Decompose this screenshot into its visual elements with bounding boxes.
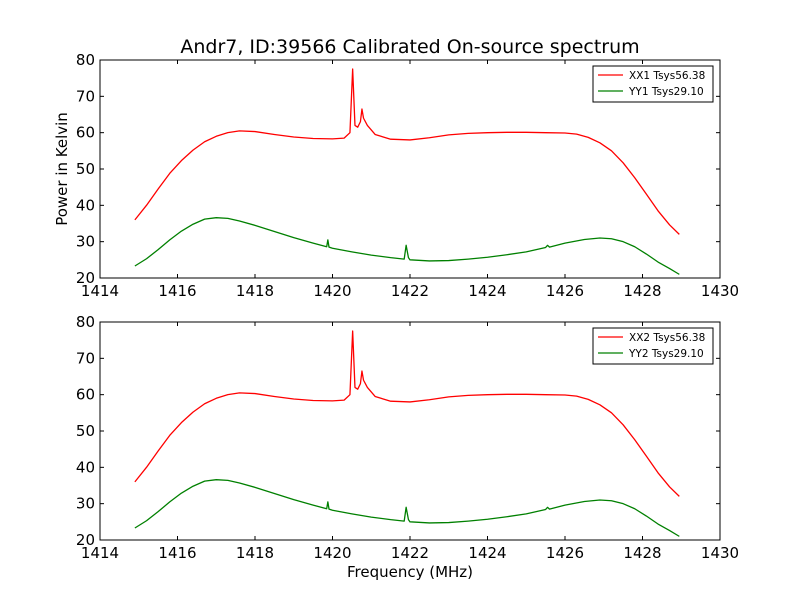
x-tick-label: 1414 [81,282,119,300]
x-tick-label: 1424 [468,544,506,562]
legend-box [592,327,714,365]
y-tick-label: 80 [76,313,95,331]
y-tick-label: 50 [76,422,95,440]
y-tick-label: 80 [76,51,95,69]
x-tick-label: 1420 [313,282,351,300]
x-tick-label: 1420 [313,544,351,562]
legend-entry: YY2 Tsys29.10 [628,348,704,360]
series-line-1-0 [134,330,680,497]
series-line-0-0 [134,68,680,235]
legend: XX2 Tsys56.38 YY2 Tsys29.10 [592,327,714,365]
legend-box [592,65,714,103]
x-tick-label: 1426 [546,282,584,300]
x-tick-label: 1430 [701,544,739,562]
x-tick-label: 1424 [468,282,506,300]
x-axis-label: Frequency (MHz) [347,563,473,581]
figure-title: Andr7, ID:39566 Calibrated On-source spe… [180,36,639,58]
y-tick-label: 20 [76,531,95,549]
legend-entry: XX1 Tsys56.38 [629,70,705,82]
y-tick-label: 70 [76,87,95,105]
x-tick-label: 1426 [546,544,584,562]
y-tick-label: 40 [76,196,95,214]
x-tick-label: 1414 [81,544,119,562]
series-line-1-1 [134,479,680,537]
y-tick-label: 50 [76,160,95,178]
y-axis-label: Power in Kelvin [53,112,71,226]
y-tick-label: 60 [76,386,95,404]
legend-entry: XX2 Tsys56.38 [629,332,705,344]
x-tick-label: 1422 [391,282,429,300]
legend-entry: YY1 Tsys29.10 [628,86,704,98]
top-spectrum-panel: 1414 1416 1418 1420 1422 1424 1426 1428 1430 20 30… [76,51,739,300]
x-tick-label: 1430 [701,282,739,300]
x-tick-label: 1418 [236,282,274,300]
x-tick-label: 1422 [391,544,429,562]
y-tick-label: 40 [76,458,95,476]
x-tick-label: 1416 [158,544,196,562]
series-line-0-1 [134,217,680,275]
y-tick-label: 60 [76,124,95,142]
legend: XX1 Tsys56.38 YY1 Tsys29.10 [592,65,714,103]
y-tick-label: 70 [76,349,95,367]
y-tick-label: 30 [76,233,95,251]
x-tick-label: 1416 [158,282,196,300]
y-tick-label: 20 [76,269,95,287]
x-tick-label: 1428 [623,544,661,562]
x-tick-label: 1418 [236,544,274,562]
y-tick-label: 30 [76,495,95,513]
bottom-spectrum-panel: 1414 1416 1418 1420 1422 1424 1426 1428 1430 20 30… [76,313,739,562]
x-tick-label: 1428 [623,282,661,300]
